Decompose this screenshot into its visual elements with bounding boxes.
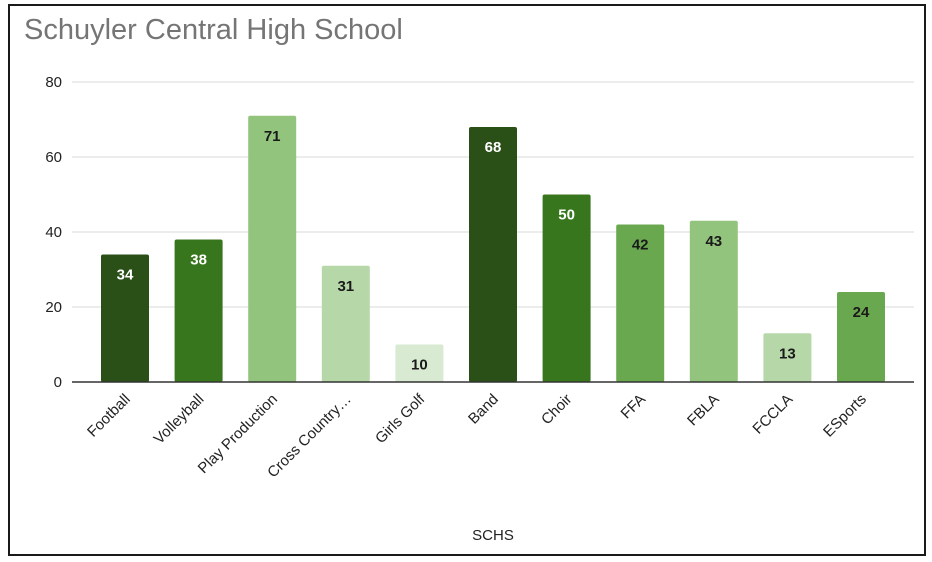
chart-frame [8, 4, 926, 556]
data-label: 38 [190, 252, 207, 269]
bar [101, 254, 149, 382]
x-tick-label: Choir [538, 391, 575, 428]
bar [321, 265, 370, 382]
bar [174, 239, 223, 382]
y-tick-label: 0 [54, 374, 62, 391]
bar [395, 344, 444, 382]
x-tick-label: FBLA [684, 391, 723, 430]
x-tick-label: Football [84, 391, 134, 441]
data-label: 71 [264, 128, 281, 145]
data-label: 50 [558, 207, 575, 224]
y-axis-ticks: 0 20 40 60 80 [45, 74, 62, 391]
data-label: 13 [779, 345, 796, 362]
x-tick-label: ESports [820, 391, 870, 441]
x-tick-label: FCCLA [749, 391, 796, 438]
y-tick-label: 40 [45, 224, 62, 241]
bar [837, 292, 885, 382]
x-axis-title: SCHS [472, 527, 514, 544]
data-label: 24 [853, 304, 870, 321]
y-tick-label: 80 [45, 74, 62, 91]
bar [248, 115, 297, 382]
x-tick-label: Band [465, 391, 502, 428]
data-label: 31 [337, 278, 354, 295]
x-tick-label: Girls Golf [372, 390, 429, 447]
x-tick-label: Volleyball [151, 391, 208, 448]
y-tick-label: 60 [45, 149, 62, 166]
bar [689, 220, 738, 382]
data-label: 34 [117, 267, 134, 284]
bar [469, 127, 517, 382]
data-labels: 34 38 71 31 10 68 50 42 43 13 24 [117, 128, 870, 374]
data-label: 43 [705, 233, 722, 250]
data-label: 10 [411, 357, 428, 374]
bar [542, 194, 591, 382]
bars [101, 115, 885, 382]
y-tick-label: 20 [45, 299, 62, 316]
x-tick-label: FFA [618, 391, 649, 422]
chart-title: Schuyler Central High School [24, 14, 403, 46]
bar [616, 224, 665, 382]
bar [763, 333, 812, 382]
data-label: 42 [632, 237, 649, 254]
data-label: 68 [485, 139, 502, 156]
